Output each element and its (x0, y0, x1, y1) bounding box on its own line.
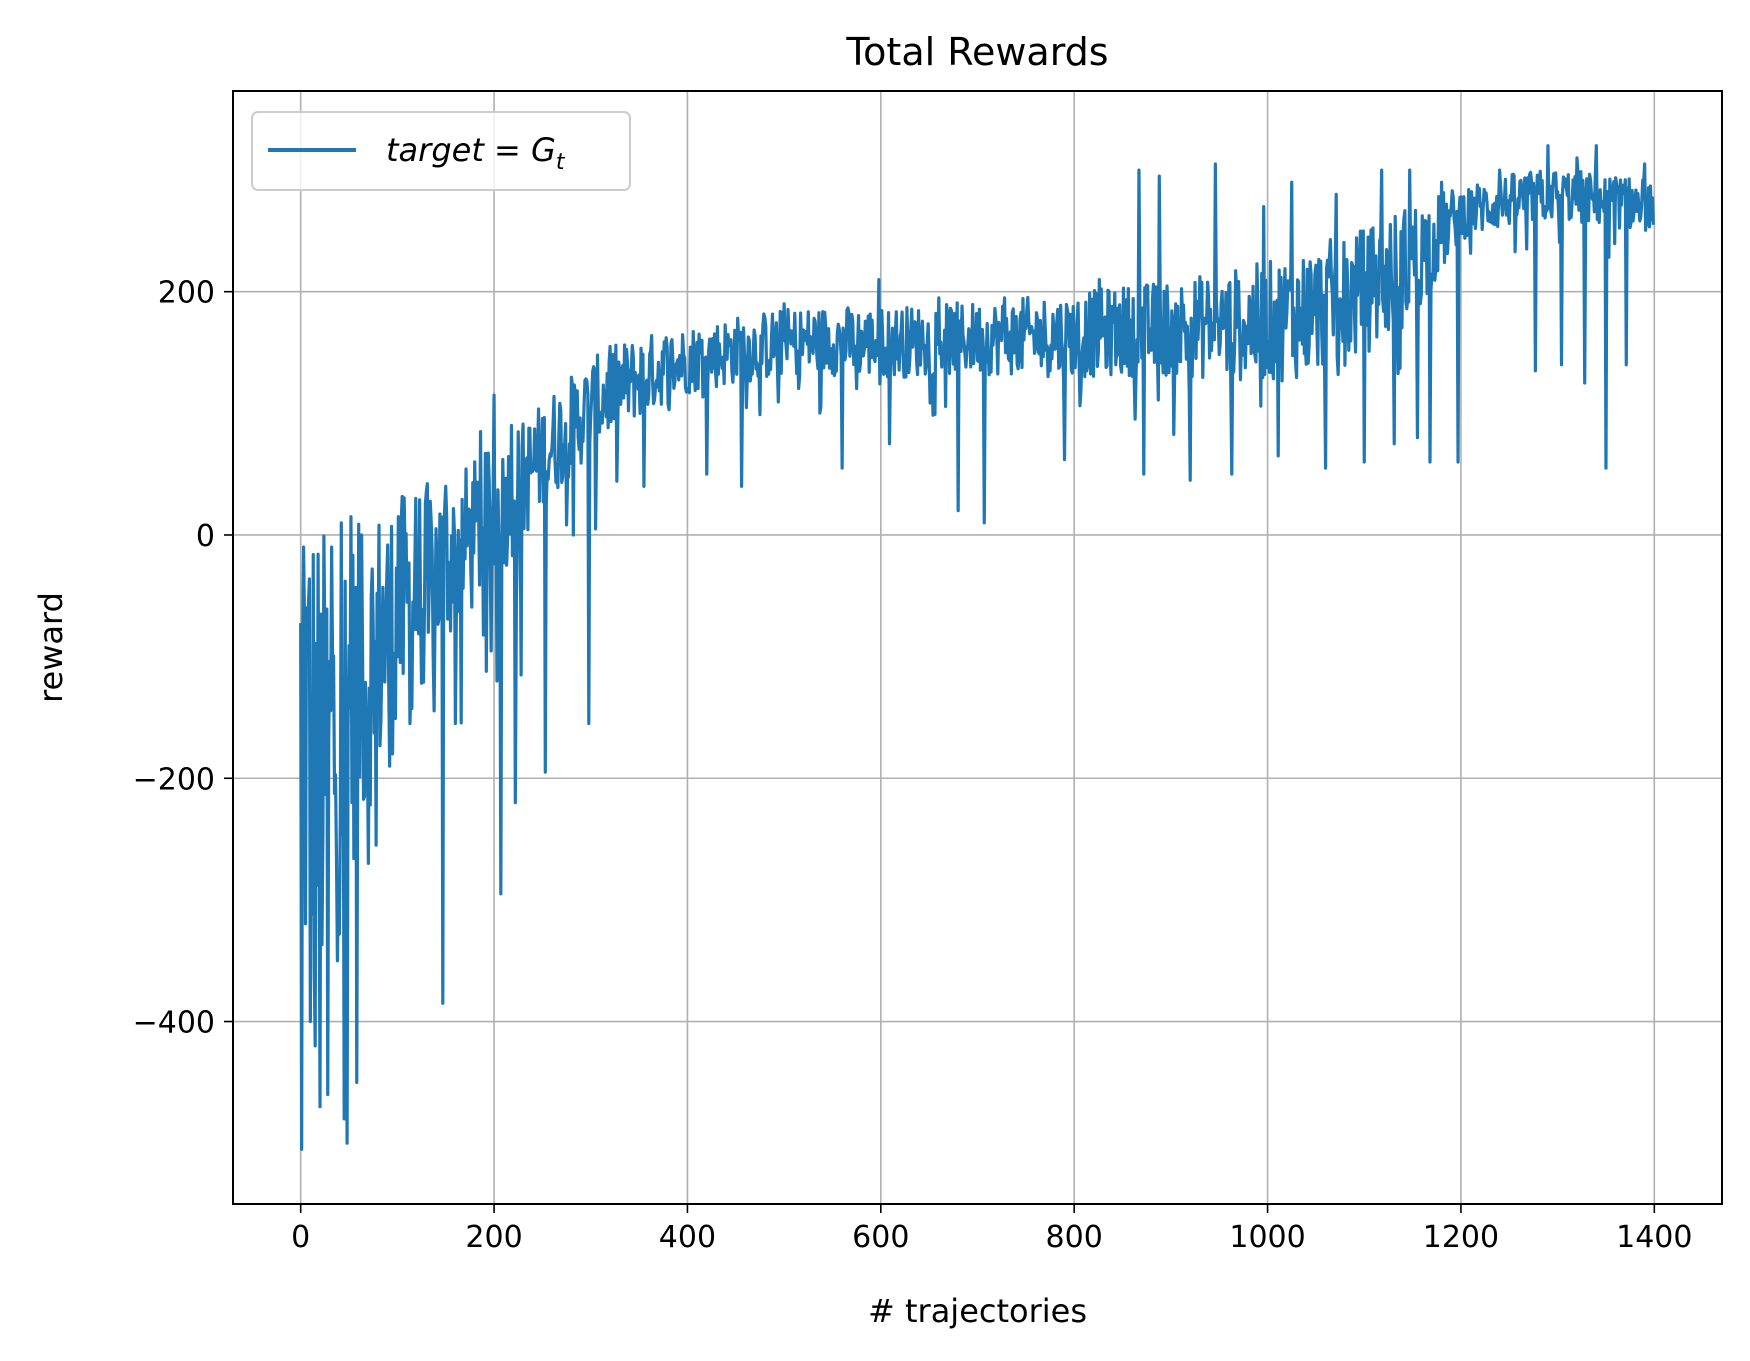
x-tick-label: 1000 (1229, 1220, 1305, 1255)
x-tick-label: 200 (465, 1220, 522, 1255)
legend-entry-label: target = Gt (386, 131, 566, 175)
x-tick-label: 600 (852, 1220, 909, 1255)
legend: target = Gt (251, 111, 631, 191)
grid (233, 91, 1722, 1204)
axis-ticks: 0 200 400 600 800 1000 1200 1400 −400 −200 0 200 (133, 276, 1693, 1255)
y-tick-label: 200 (158, 276, 215, 311)
y-tick-label: 0 (196, 519, 215, 554)
legend-entry-subscript: t (556, 150, 566, 175)
legend-box (251, 111, 631, 191)
x-tick-label: 1200 (1423, 1220, 1499, 1255)
x-tick-label: 400 (659, 1220, 716, 1255)
x-axis-label: # trajectories (868, 1292, 1087, 1330)
x-tick-label: 800 (1046, 1220, 1103, 1255)
legend-entry-main: target = G (386, 131, 556, 169)
y-axis-label: reward (32, 592, 70, 703)
y-tick-label: −200 (133, 762, 215, 797)
plot-area (299, 144, 1655, 1151)
y-tick-label: −400 (133, 1006, 215, 1041)
chart-title: Total Rewards (845, 30, 1108, 74)
x-tick-label: 1400 (1616, 1220, 1692, 1255)
plot-frame (232, 90, 1723, 1205)
series-line-target-gt (299, 144, 1655, 1151)
x-tick-label: 0 (291, 1220, 310, 1255)
